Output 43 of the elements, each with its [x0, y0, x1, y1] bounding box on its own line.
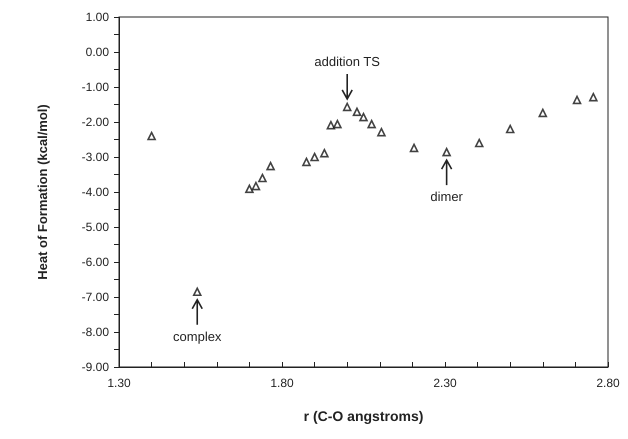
point [302, 158, 311, 166]
point [410, 144, 418, 152]
point [367, 120, 376, 128]
point [320, 148, 329, 158]
point [538, 108, 548, 118]
point [245, 184, 254, 194]
point [333, 120, 342, 128]
y-tick-label: -2.00 [82, 115, 110, 129]
point [359, 112, 368, 122]
point [147, 132, 156, 140]
x-tick-label: 2.30 [433, 376, 457, 390]
point [258, 174, 267, 182]
y-axis-title: Heat of Formation (kcal/mol) [35, 104, 50, 280]
point [310, 152, 319, 162]
x-tick-label: 2.80 [596, 376, 620, 390]
point [342, 102, 352, 112]
annotation: addition TS [314, 54, 380, 69]
point [266, 162, 275, 170]
point [589, 92, 598, 102]
y-tick-label: -1.00 [82, 80, 110, 94]
point [352, 108, 362, 116]
y-tick-label: -9.00 [82, 360, 110, 374]
point [442, 148, 451, 156]
y-tick-label: -8.00 [82, 325, 110, 339]
y-tick-label: -5.00 [82, 220, 110, 234]
y-tick-label: -7.00 [82, 290, 110, 304]
point [474, 138, 484, 148]
x-tick-label: 1.80 [270, 376, 294, 390]
y-tick-label: 1.00 [86, 10, 110, 24]
point [572, 96, 582, 104]
point [326, 120, 336, 130]
point [506, 124, 514, 134]
point [377, 128, 386, 136]
y-tick-label: -4.00 [82, 185, 110, 199]
y-tick-label: -6.00 [82, 255, 110, 269]
point [192, 287, 202, 296]
y-tick-label: 0.00 [86, 45, 110, 59]
x-tick-label: 1.30 [107, 376, 131, 390]
y-tick-label: -3.00 [82, 150, 110, 164]
x-axis-title: r (C-O angstroms) [304, 408, 424, 424]
annotation: dimer [430, 189, 463, 204]
annotation: complex [173, 328, 222, 344]
point [252, 182, 260, 190]
